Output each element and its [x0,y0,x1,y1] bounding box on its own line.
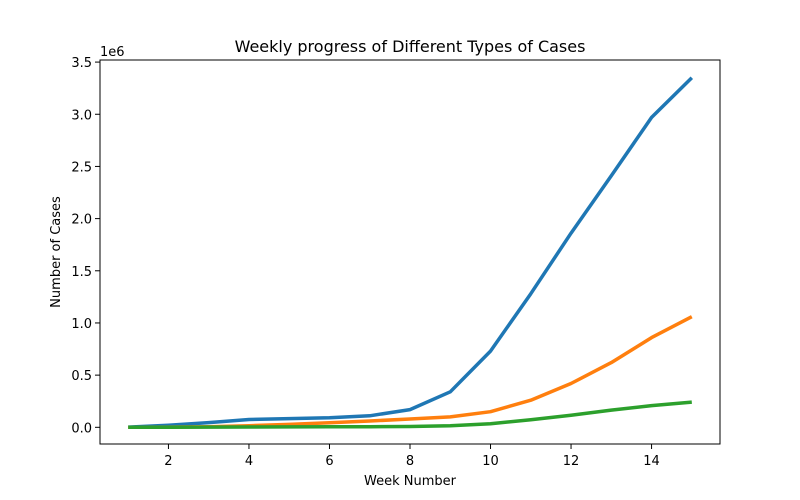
chart-title: Weekly progress of Different Types of Ca… [235,37,586,56]
y-tick-label: 3.5 [71,56,92,71]
y-axis-label: Number of Cases [49,196,64,308]
y-tick-label: 0.5 [71,369,92,384]
y-tick-label: 2.5 [71,160,92,175]
y-tick-label: 0.0 [71,421,92,436]
y-offset-label: 1e6 [100,45,125,60]
series-line-1 [128,76,694,429]
x-axis-label: Week Number [364,474,457,489]
series-lines [128,76,694,430]
x-tick-label: 12 [563,454,580,469]
x-tick-label: 4 [245,454,253,469]
y-tick-label: 1.0 [71,317,92,332]
y-axis: 0.0 0.5 1.0 1.5 2.0 2.5 3.0 3.5 [71,56,100,436]
x-tick-label: 8 [406,454,414,469]
y-tick-label: 1.5 [71,265,92,280]
x-tick-label: 10 [482,454,499,469]
x-axis: 2 4 6 8 10 12 14 [164,444,660,469]
x-tick-label: 14 [643,454,660,469]
y-tick-label: 2.0 [71,213,92,228]
y-tick-label: 3.0 [71,108,92,123]
x-tick-label: 6 [325,454,333,469]
series-line-3 [128,400,692,430]
x-tick-label: 2 [164,454,172,469]
